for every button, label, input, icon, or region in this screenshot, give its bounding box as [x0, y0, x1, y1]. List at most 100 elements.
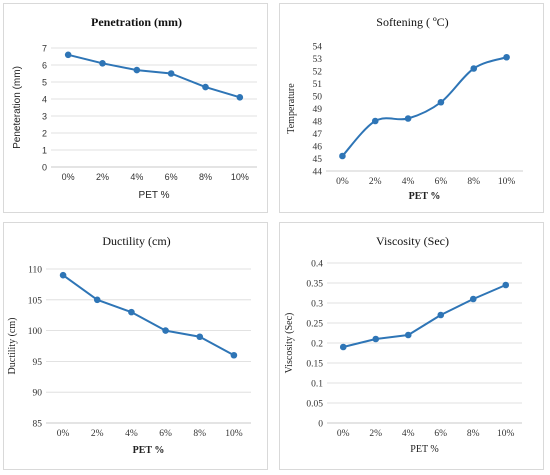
y-tick-label: 105: [28, 296, 43, 306]
y-tick-label: 50: [313, 93, 323, 103]
y-axis-title: Temperature: [286, 83, 297, 134]
data-point: [437, 98, 445, 106]
y-tick-label: 0: [42, 163, 47, 173]
y-tick-label: 2: [42, 129, 47, 139]
data-point: [128, 308, 135, 316]
y-tick-label: 90: [33, 389, 43, 399]
x-tick-label: 2%: [369, 177, 382, 187]
data-point: [502, 281, 510, 289]
y-tick-label: 47: [313, 130, 323, 140]
chart-panel-viscosity: Viscosity (Sec) 0 0.05 0.1 0.15 0.2 0.25 0.3 0.3…: [279, 222, 544, 470]
x-tick-label: 0%: [336, 177, 349, 187]
y-tick-label: 85: [33, 420, 43, 430]
chart-title: Ductility (cm): [102, 234, 170, 248]
x-tick-label: 0%: [337, 429, 350, 439]
data-point: [404, 331, 412, 339]
y-tick-label: 110: [28, 266, 42, 276]
y-tick-label: 48: [313, 118, 323, 128]
y-tick-label: 95: [33, 358, 43, 368]
y-tick-label: 6: [42, 61, 47, 71]
chart-panel-ductility: Ductility (cm) 85 90 95 100 105 110 0% 2% 4% 6% 8% 1…: [3, 222, 268, 470]
y-tick-label: 0.2: [311, 340, 323, 350]
y-tick-label: 53: [313, 55, 323, 65]
data-point: [59, 271, 67, 279]
y-tick-label: 5: [42, 78, 47, 88]
series-line: [341, 56, 507, 157]
y-tick-label: 0.1: [311, 380, 323, 390]
chart-softening: Softening ( ºC) 44 45 46 47 48 49 50 51 52 53 54 0% 2…: [286, 15, 523, 202]
y-tick-label: 0: [318, 420, 323, 430]
x-tick-label: 2%: [96, 172, 109, 182]
x-tick-label: 4%: [130, 172, 143, 182]
y-tick-label: 0.35: [306, 280, 323, 290]
x-tick-label: 6%: [434, 429, 447, 439]
data-point: [162, 327, 169, 334]
data-point: [339, 343, 347, 351]
data-point: [469, 295, 477, 303]
chart-title: Viscosity (Sec): [376, 234, 449, 248]
y-tick-label: 49: [313, 105, 323, 115]
y-axis-title: Viscosity (Sec): [284, 313, 295, 374]
data-point: [230, 351, 238, 359]
x-tick-label: 10%: [231, 172, 249, 182]
y-tick-label: 46: [313, 143, 323, 153]
chart-viscosity: Viscosity (Sec) 0 0.05 0.1 0.15 0.2 0.25 0.3 0.3…: [284, 234, 522, 455]
x-axis-title: PET %: [133, 445, 165, 456]
data-point: [236, 94, 244, 101]
y-axis-title: Ductility (cm): [7, 318, 18, 375]
x-tick-label: 10%: [497, 429, 515, 439]
data-point: [99, 60, 106, 67]
y-tick-label: 44: [313, 168, 323, 178]
data-point: [372, 335, 380, 343]
x-tick-label: 8%: [467, 429, 480, 439]
x-tick-label: 4%: [402, 177, 415, 187]
y-tick-label: 3: [42, 112, 47, 122]
y-tick-label: 52: [313, 68, 323, 78]
y-tick-label: 0.05: [306, 400, 323, 410]
chart-title: Penetration (mm): [91, 15, 182, 29]
y-tick-label: 54: [313, 43, 323, 53]
y-tick-label: 0.4: [311, 260, 323, 270]
x-tick-label: 2%: [91, 429, 104, 439]
series-line: [67, 53, 241, 99]
data-point: [167, 70, 175, 77]
data-point: [437, 311, 445, 319]
data-point: [133, 66, 141, 74]
x-tick-label: 0%: [57, 429, 70, 439]
data-point: [470, 65, 478, 72]
y-tick-label: 100: [28, 327, 43, 337]
chart-panel-penetration: Penetration (mm) 0 1 2 3 4 5 6 7 0% 2% 4% 6% 8% 10% PET…: [3, 3, 268, 213]
y-tick-label: 0.3: [311, 300, 323, 310]
y-tick-label: 1: [42, 146, 47, 156]
y-tick-label: 0.25: [306, 320, 323, 330]
x-tick-label: 4%: [125, 429, 138, 439]
data-point: [339, 152, 346, 160]
data-point: [202, 83, 209, 91]
x-tick-label: 8%: [193, 429, 206, 439]
x-tick-label: 8%: [467, 177, 480, 187]
data-point: [64, 51, 72, 59]
y-tick-label: 4: [42, 95, 47, 105]
x-axis-title: PET %: [139, 190, 170, 201]
x-tick-label: 6%: [165, 172, 178, 182]
chart-penetration: Penetration (mm) 0 1 2 3 4 5 6 7 0% 2% 4% 6% 8% 10% PET…: [12, 15, 257, 201]
data-point: [371, 117, 379, 125]
y-tick-label: 0.15: [306, 360, 323, 370]
y-tick-label: 51: [313, 80, 323, 90]
x-tick-label: 8%: [199, 172, 212, 182]
data-point: [93, 296, 101, 304]
series-line: [343, 284, 507, 348]
x-tick-label: 2%: [369, 429, 382, 439]
x-tick-label: 4%: [402, 429, 415, 439]
y-tick-label: 7: [42, 44, 47, 54]
x-tick-label: 0%: [62, 172, 75, 182]
data-point: [196, 333, 204, 341]
chart-panel-softening: Softening ( ºC) 44 45 46 47 48 49 50 51 52 53 54 0% 2…: [279, 3, 544, 213]
chart-ductility: Ductility (cm) 85 90 95 100 105 110 0% 2% 4% 6% 8% 1…: [7, 234, 251, 456]
x-tick-label: 6%: [159, 429, 172, 439]
y-tick-label: 45: [313, 155, 323, 165]
y-axis-title: Peneteration (mm): [12, 66, 23, 149]
x-tick-label: 6%: [435, 177, 448, 187]
data-point: [503, 53, 510, 61]
chart-title: Softening ( ºC): [376, 15, 448, 29]
